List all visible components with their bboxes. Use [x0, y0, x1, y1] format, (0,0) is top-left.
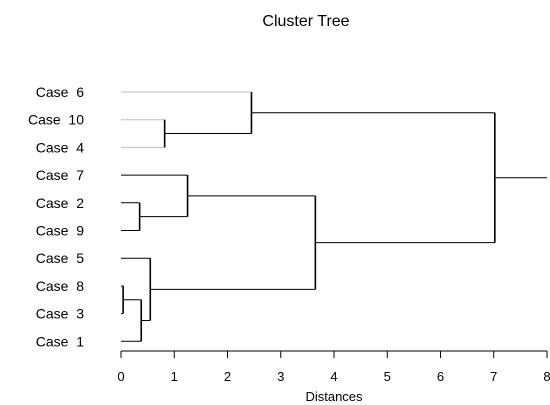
- leaf-label: Case 3: [36, 306, 84, 322]
- leaf-label: Case 6: [36, 84, 84, 100]
- leaf-label: Case 4: [36, 139, 84, 155]
- x-tick-label: 4: [330, 369, 337, 384]
- leaf-label: Case 9: [36, 223, 84, 239]
- x-tick-label: 7: [490, 369, 497, 384]
- chart-title: Cluster Tree: [262, 13, 349, 30]
- x-tick-label: 5: [384, 369, 391, 384]
- leaf-label: Case 2: [36, 195, 84, 211]
- leaf-label: Case 1: [36, 333, 84, 349]
- leaf-label: Case 7: [36, 167, 84, 183]
- x-tick-label: 0: [117, 369, 124, 384]
- x-tick-label: 2: [224, 369, 231, 384]
- leaf-label: Case 5: [36, 250, 84, 266]
- x-axis: 0 1 2 3 4 5 6 7 8: [117, 350, 550, 384]
- x-axis-label: Distances: [305, 389, 363, 404]
- x-tick-label: 1: [171, 369, 178, 384]
- x-tick-label: 6: [437, 369, 444, 384]
- leaf-labels: Case 6 Case 10 Case 4 Case 7 Case 2 Case 9 Cas…: [28, 84, 84, 349]
- x-tick-label: 8: [543, 369, 550, 384]
- leaf-label: Case 10: [28, 112, 84, 128]
- dendrogram-branches: [121, 91, 547, 342]
- x-tick-label: 3: [277, 369, 284, 384]
- leaf-label: Case 8: [36, 278, 84, 294]
